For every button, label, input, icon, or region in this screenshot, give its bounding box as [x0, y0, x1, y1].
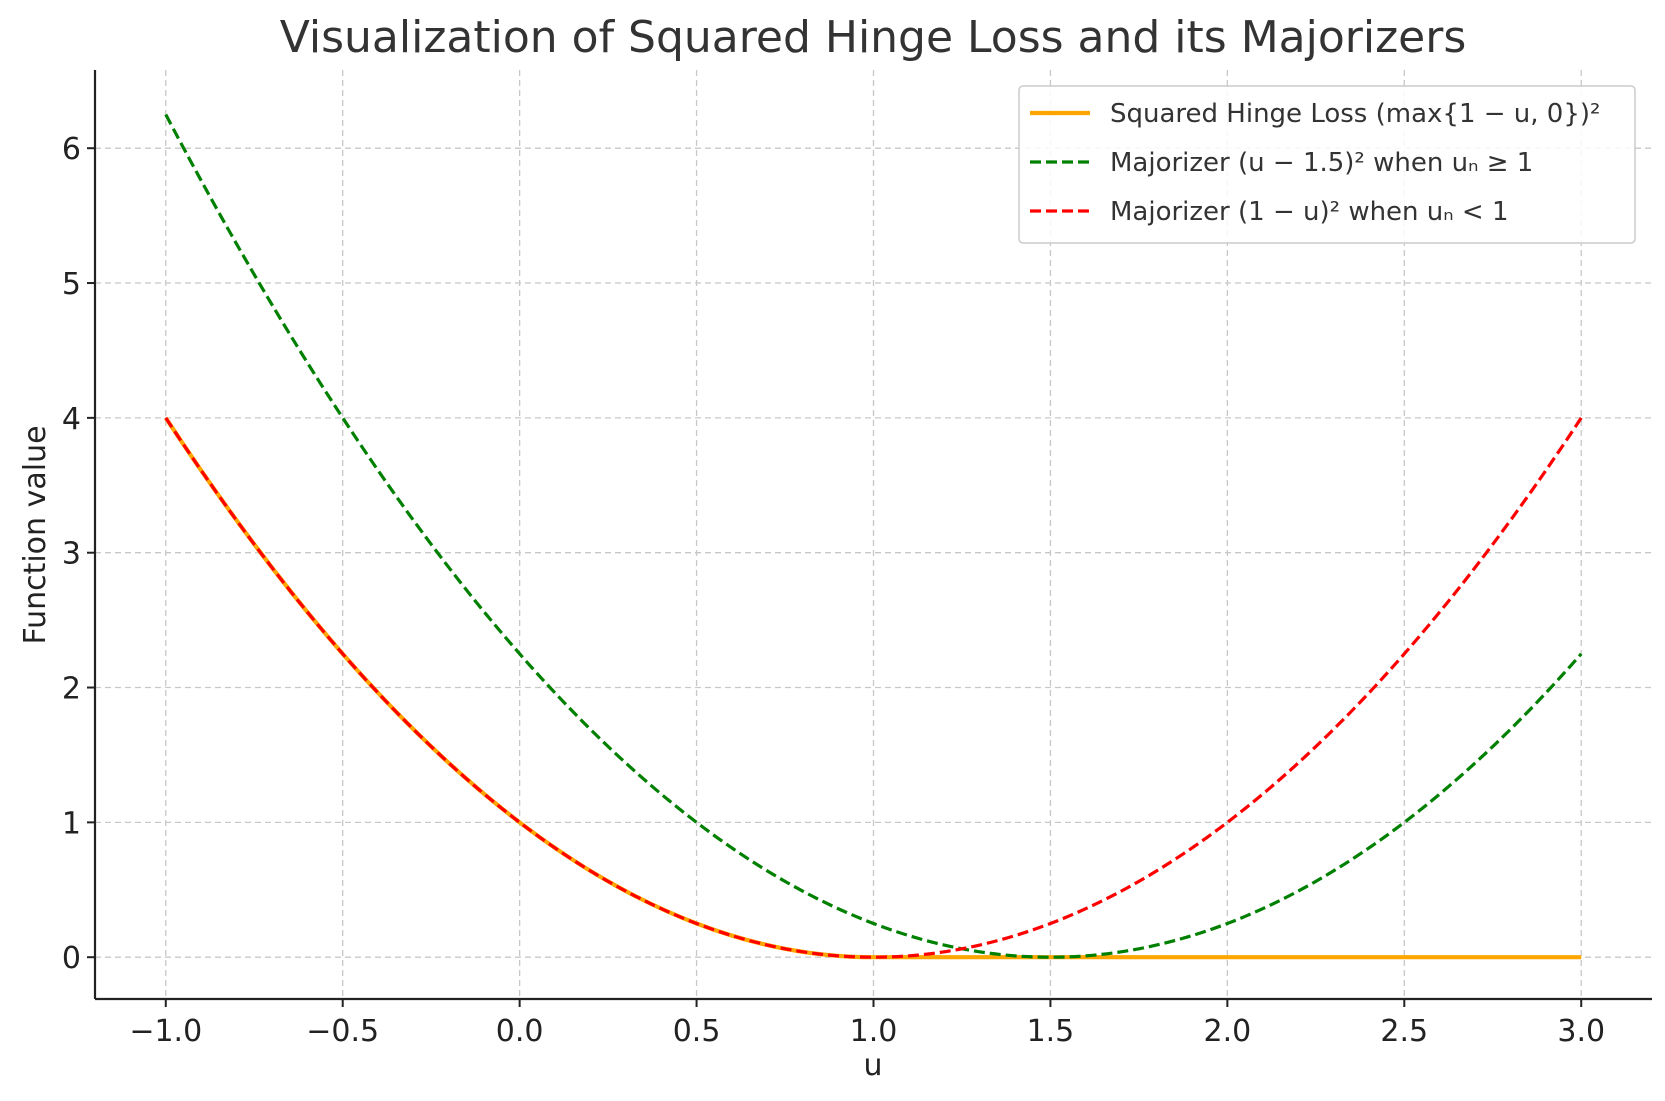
x-tick-label: 2.0	[1204, 1014, 1252, 1049]
x-tick-label: 1.5	[1027, 1014, 1075, 1049]
tick-layer: −1.0 −0.5 0.0 0.5 1.0 1.5 2.0 2.5 3.0 0 1 2 3 4 5 6	[62, 132, 1605, 1049]
y-tick-label: 2	[62, 672, 81, 707]
x-tick-label: 0.5	[673, 1014, 721, 1049]
legend: Squared Hinge Loss (max{1 − u, 0})² Major…	[1018, 85, 1636, 244]
x-tick-label: −1.0	[129, 1014, 202, 1049]
x-tick-label: 2.5	[1380, 1014, 1428, 1049]
y-tick-label: 3	[62, 537, 81, 572]
y-tick-label: 5	[62, 267, 81, 302]
x-tick-label: 0.0	[496, 1014, 544, 1049]
y-tick-label: 6	[62, 132, 81, 167]
x-tick-label: 1.0	[850, 1014, 898, 1049]
y-tick-label: 0	[62, 941, 81, 976]
y-tick-label: 4	[62, 402, 81, 437]
x-axis-label: u	[863, 1048, 882, 1083]
series-line-1	[164, 416, 1582, 960]
legend-label-3: Majorizer (1 − u)² when uₙ < 1	[1110, 197, 1509, 227]
chart-title: Visualization of Squared Hinge Loss and …	[280, 12, 1467, 63]
y-axis-label: Function value	[18, 425, 53, 644]
x-tick-label: 3.0	[1557, 1014, 1605, 1049]
x-tick-label: −0.5	[306, 1014, 379, 1049]
y-tick-label: 1	[62, 806, 81, 841]
legend-label-1: Squared Hinge Loss (max{1 − u, 0})²	[1110, 99, 1600, 129]
legend-label-2: Majorizer (u − 1.5)² when uₙ ≥ 1	[1110, 148, 1533, 178]
series-layer	[164, 113, 1583, 960]
series-line-2	[164, 113, 1583, 959]
legend-box	[1018, 85, 1636, 244]
